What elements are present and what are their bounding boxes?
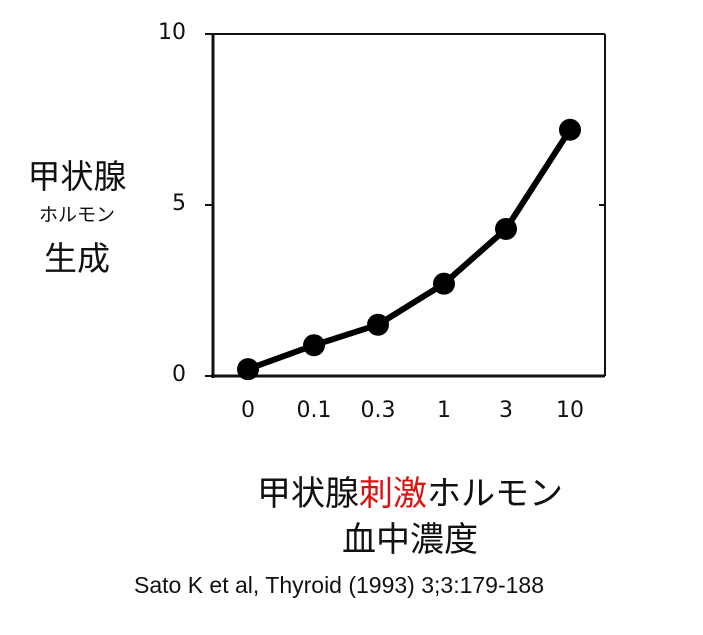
x-axis-label-part-highlight: 刺激 (359, 474, 427, 514)
data-series (237, 118, 581, 381)
x-tick-label: 0.1 (296, 398, 332, 423)
x-tick-label: 1 (437, 398, 451, 423)
citation: Sato K et al, Thyroid (1993) 3;3:179-188 (134, 572, 545, 598)
data-point-marker (433, 272, 455, 295)
data-point-marker (237, 358, 259, 381)
x-axis-label-line2: 血中濃度 (342, 520, 478, 560)
y-axis-label-line1: 甲状腺 (27, 157, 127, 196)
y-axis-label-line2: ホルモン (38, 204, 115, 226)
data-point-marker (495, 217, 517, 240)
x-tick-label: 3 (499, 398, 513, 423)
y-tick-label: 0 (172, 362, 186, 387)
data-point-marker (559, 118, 581, 141)
x-axis-label-part: 甲状腺 (257, 474, 359, 514)
x-axis-label-part: ホルモン (427, 474, 563, 514)
y-tick-label: 10 (158, 20, 186, 45)
x-tick-label: 10 (556, 398, 584, 423)
series-line (245, 126, 573, 373)
data-point-marker (367, 313, 389, 336)
y-tick-label: 5 (172, 191, 186, 216)
data-point-marker (303, 334, 325, 357)
x-axis-label-line1: 甲状腺刺激ホルモン (180, 466, 640, 515)
x-tick-label: 0.3 (360, 398, 396, 423)
x-tick-label: 0 (241, 398, 255, 423)
y-axis-label-line3: 生成 (44, 239, 110, 278)
plot-frame (205, 33, 606, 378)
